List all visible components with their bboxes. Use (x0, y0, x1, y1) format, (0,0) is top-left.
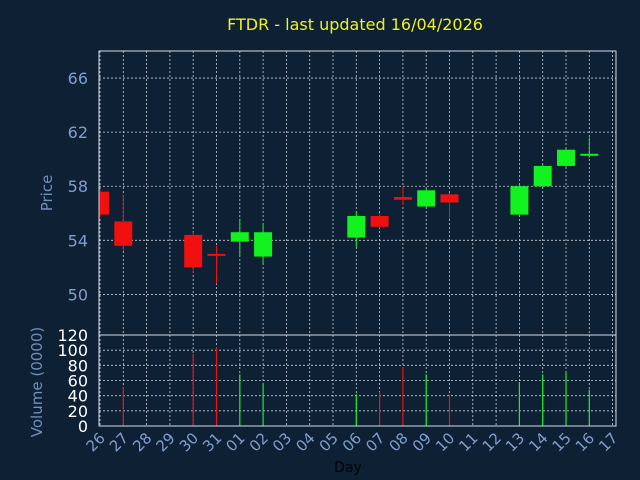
volume-bars (122, 347, 590, 426)
volume-panel-frame (98, 334, 617, 427)
x-axis-label: Day (334, 460, 362, 476)
candle-body (557, 149, 575, 166)
candle-body (99, 191, 109, 215)
candle-body (580, 153, 599, 156)
candle-body (440, 194, 459, 203)
volume-grid (99, 335, 616, 426)
volume-y-tick-label: 80 (68, 356, 88, 375)
volume-axis-label: Volume (0000) (28, 327, 46, 437)
price-y-tick-label: 62 (68, 123, 88, 142)
candle-body (184, 234, 203, 268)
volume-y-tick-label: 0 (78, 417, 88, 436)
candle-body (254, 232, 273, 257)
price-axis-label: Price (38, 175, 56, 212)
volume-y-tick-label: 120 (57, 326, 88, 345)
candle-body (207, 253, 226, 256)
candle-body (533, 165, 552, 187)
volume-y-tick-label: 40 (68, 387, 88, 406)
x-tick-labels: 2627282930310102030405060708091011121314… (83, 429, 622, 455)
chart-title: FTDR - last updated 16/04/2026 (227, 15, 483, 34)
x-tick-label: 17 (595, 429, 621, 455)
candle-body (393, 197, 412, 200)
candle-body (114, 221, 133, 246)
volume-y-tick-label: 60 (68, 372, 88, 391)
price-y-ticks: 50 54 58 62 66 (68, 69, 88, 304)
price-y-tick-label: 50 (68, 285, 88, 304)
price-y-tick-label: 58 (68, 177, 88, 196)
volume-y-tick-label: 20 (68, 402, 88, 421)
price-grid (99, 51, 616, 335)
price-y-tick-label: 66 (68, 69, 88, 88)
price-y-tick-label: 54 (68, 231, 88, 250)
candle-body (417, 190, 436, 207)
price-candles (99, 137, 599, 284)
candle-body (230, 232, 249, 242)
candle-body (347, 215, 366, 238)
price-panel-frame (98, 50, 617, 336)
volume-y-tick-label: 100 (57, 341, 88, 360)
candle-body (510, 186, 529, 215)
candle-body (370, 215, 389, 227)
